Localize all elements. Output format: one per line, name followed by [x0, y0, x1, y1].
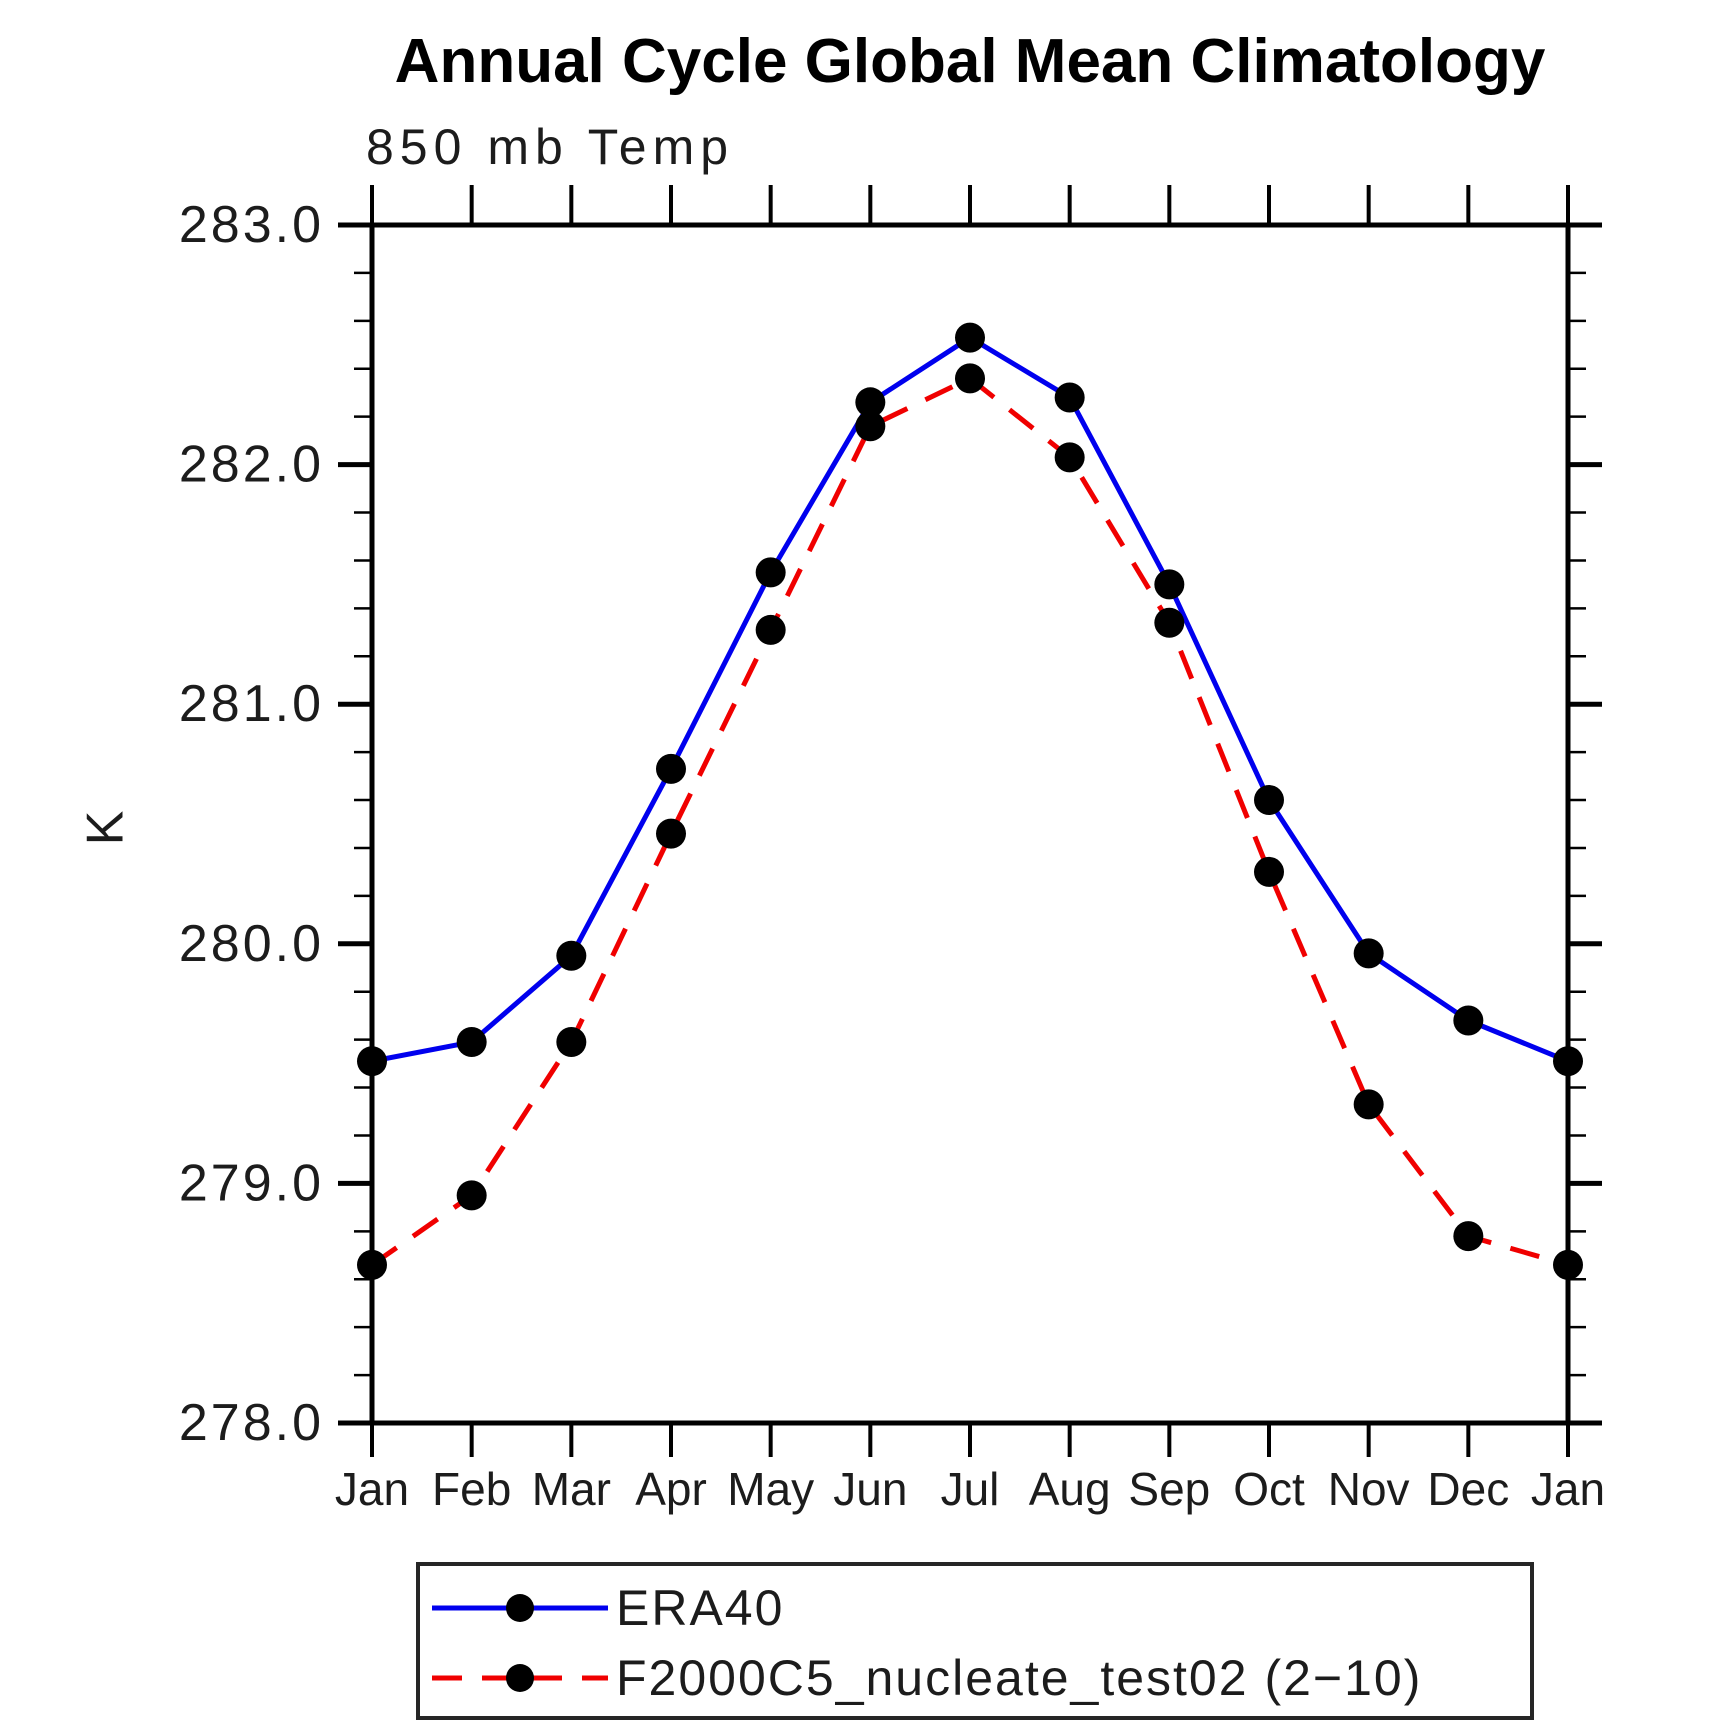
data-point-marker-0	[357, 1046, 387, 1077]
data-point-marker-1	[456, 1180, 487, 1211]
data-point-marker-0	[556, 940, 587, 971]
axis-frame	[369, 222, 1571, 1426]
plot-area: Jan Feb Mar Apr May Jun Jul Aug Sep Oct Nov Dec Jan2…	[179, 185, 1605, 1515]
series-line-1	[370, 375, 1569, 1268]
x-tick-label: Jan	[335, 1463, 409, 1515]
data-point-marker-0	[855, 387, 886, 418]
data-point-marker-0	[1453, 1005, 1484, 1036]
y-tick-label: 280.0	[179, 915, 324, 973]
data-point-marker-0	[456, 1027, 487, 1058]
legend-marker-icon	[506, 1664, 534, 1692]
x-tick-label: Apr	[635, 1463, 707, 1515]
legend-label-era40: ERA40	[616, 1580, 785, 1636]
legend-sample-f2000c5-line	[432, 1664, 608, 1692]
data-point-marker-1	[1353, 1089, 1384, 1120]
page-title: Annual Cycle Global Mean Climatology	[394, 27, 1546, 96]
y-tick-label: 282.0	[179, 436, 324, 494]
data-point-marker-1	[556, 1027, 587, 1058]
y-tick-label: 281.0	[179, 675, 324, 733]
x-tick-label: Sep	[1128, 1463, 1210, 1515]
data-point-marker-1	[357, 1249, 387, 1280]
legend: ERA40 F2000C5_nucleate_test02 (2−10)	[416, 1562, 1534, 1720]
x-tick-label: Feb	[432, 1463, 511, 1515]
data-point-marker-1	[955, 363, 985, 394]
data-point-marker-1	[1054, 442, 1085, 473]
data-point-marker-0	[1553, 1046, 1583, 1077]
x-tick-label: May	[727, 1463, 814, 1515]
data-point-marker-0	[1154, 569, 1185, 600]
legend-row-f2000c5: F2000C5_nucleate_test02 (2−10)	[428, 1648, 1422, 1708]
x-tick-label: Jun	[833, 1463, 907, 1515]
data-point-marker-1	[1254, 856, 1284, 887]
y-tick-label: 283.0	[179, 196, 324, 254]
x-tick-label: Oct	[1233, 1463, 1305, 1515]
series-line-0	[371, 334, 1569, 1064]
x-tick-label: Mar	[532, 1463, 611, 1515]
legend-marker-icon	[506, 1594, 534, 1622]
data-point-marker-1	[656, 818, 686, 849]
x-tick-label: Jan	[1531, 1463, 1605, 1515]
data-point-marker-0	[1254, 785, 1284, 816]
x-tick-label: Dec	[1427, 1463, 1509, 1515]
data-point-marker-1	[1453, 1221, 1484, 1252]
data-point-marker-0	[656, 753, 686, 784]
data-point-marker-1	[1154, 607, 1185, 638]
data-point-marker-1	[1553, 1249, 1583, 1280]
legend-row-era40: ERA40	[428, 1578, 784, 1638]
data-point-marker-0	[955, 322, 985, 353]
data-point-marker-1	[755, 614, 786, 645]
y-tick-label: 279.0	[179, 1154, 324, 1212]
x-tick-label: Aug	[1029, 1463, 1111, 1515]
x-tick-label: Jul	[941, 1463, 1000, 1515]
data-point-marker-0	[1054, 382, 1085, 413]
data-point-marker-1	[855, 411, 886, 442]
data-point-marker-0	[1353, 938, 1384, 969]
legend-sample-era40-line	[432, 1594, 608, 1622]
chart-subtitle: 850 mb Temp	[366, 119, 735, 175]
y-tick-label: 278.0	[179, 1394, 324, 1452]
data-point-marker-0	[755, 557, 786, 588]
legend-label-f2000c5: F2000C5_nucleate_test02 (2−10)	[616, 1650, 1423, 1706]
x-tick-label: Nov	[1328, 1463, 1410, 1515]
